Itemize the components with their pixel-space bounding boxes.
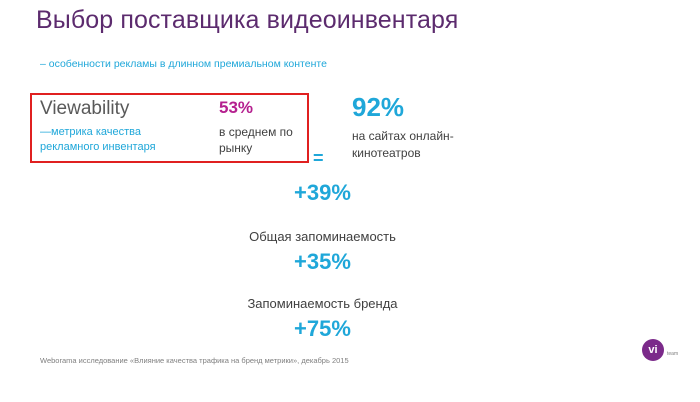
- metric-value-recall: +35%: [294, 249, 351, 274]
- cinema-sites-label: на сайтах онлайн-кинотеатров: [352, 129, 454, 160]
- slide-subtitle: – особенности рекламы в длинном премиаль…: [40, 58, 327, 70]
- logo-tail-text: team: [667, 351, 679, 357]
- market-average-label: в среднем по рынку: [219, 125, 293, 155]
- metric-value-brand-recall: +75%: [294, 316, 351, 341]
- slide-title: Выбор поставщика видеоинвентаря: [36, 6, 459, 34]
- vi-logo-icon: vi: [642, 339, 664, 361]
- metric-label-recall: Общая запоминаемость: [249, 229, 396, 244]
- viewability-title: Viewability: [40, 98, 130, 119]
- market-average-value: 53%: [219, 98, 254, 117]
- source-footnote: Weborama исследование «Влияние качества …: [40, 356, 349, 365]
- equals-sign: =: [313, 148, 324, 168]
- cinema-sites-value: 92%: [352, 92, 405, 122]
- metric-label-brand-recall: Запоминаемость бренда: [247, 296, 398, 311]
- viewability-description: —метрика качества рекламного инвентаря: [40, 126, 156, 153]
- metric-value-1: +39%: [294, 180, 351, 205]
- highlight-box: [30, 93, 309, 163]
